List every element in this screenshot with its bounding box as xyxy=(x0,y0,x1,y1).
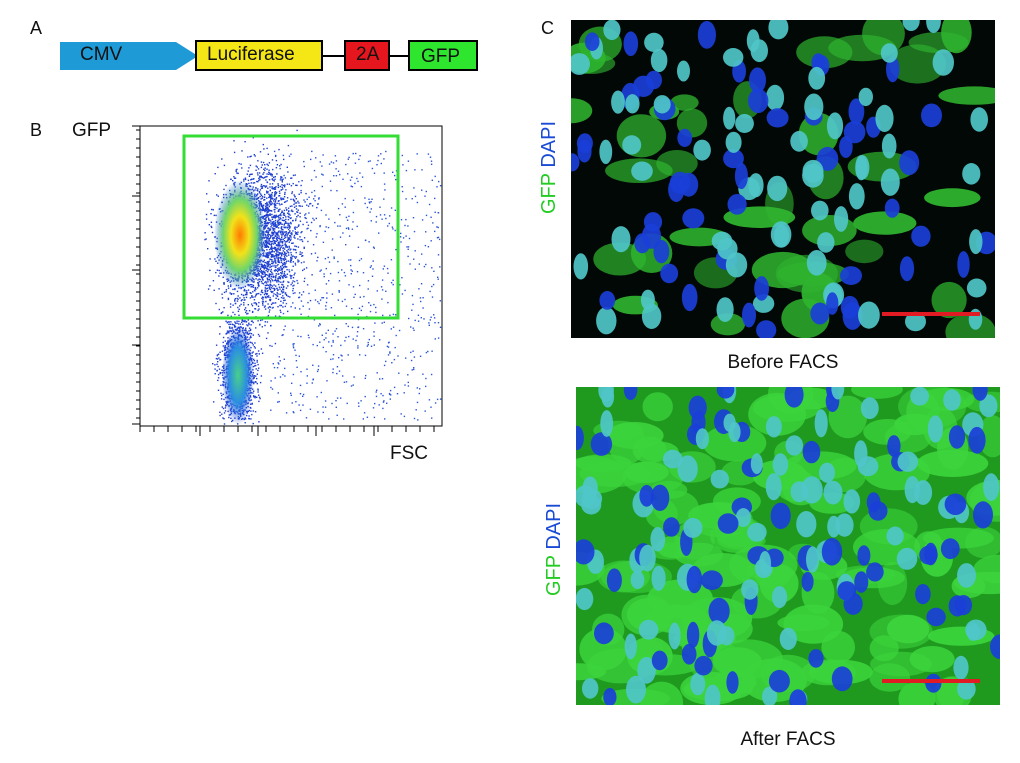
before-facs-caption: Before FACS xyxy=(727,352,839,373)
flow-x-axis-label: FSC xyxy=(390,443,428,464)
before-scale-bar xyxy=(882,312,980,316)
before-gfp-label: GFP xyxy=(538,173,560,214)
2a-box xyxy=(344,40,390,71)
after-facs-caption: After FACS xyxy=(740,729,836,750)
construct-label-cmv: CMV xyxy=(80,44,123,65)
construct-label-gfp: GFP xyxy=(421,46,461,67)
flow-y-axis-label: GFP xyxy=(72,120,112,141)
gfp-box xyxy=(408,40,478,71)
before-facs-image xyxy=(571,20,995,338)
after-stain-label: GFP DAPI xyxy=(543,503,566,596)
panel-label-c: C xyxy=(541,18,554,38)
after-scale-bar xyxy=(882,679,980,683)
after-dapi-label: DAPI xyxy=(543,502,565,550)
panel-label-b: B xyxy=(30,120,43,140)
before-dapi-label: DAPI xyxy=(538,120,560,168)
negative-population-density xyxy=(222,325,254,425)
positive-population-density xyxy=(214,180,266,290)
before-stain-label: GFP DAPI xyxy=(538,121,561,214)
gfp-positive-gate xyxy=(182,134,400,320)
construct-diagram xyxy=(60,40,478,71)
flow-cytometry-plot xyxy=(132,125,443,436)
construct-label-luciferase: Luciferase xyxy=(207,44,295,65)
after-gfp-label: GFP xyxy=(543,555,565,596)
panel-label-a: A xyxy=(30,18,43,38)
construct-label-2a: 2A xyxy=(356,44,380,65)
cmv-promoter-arrow xyxy=(60,42,198,70)
after-facs-image xyxy=(576,387,1000,705)
